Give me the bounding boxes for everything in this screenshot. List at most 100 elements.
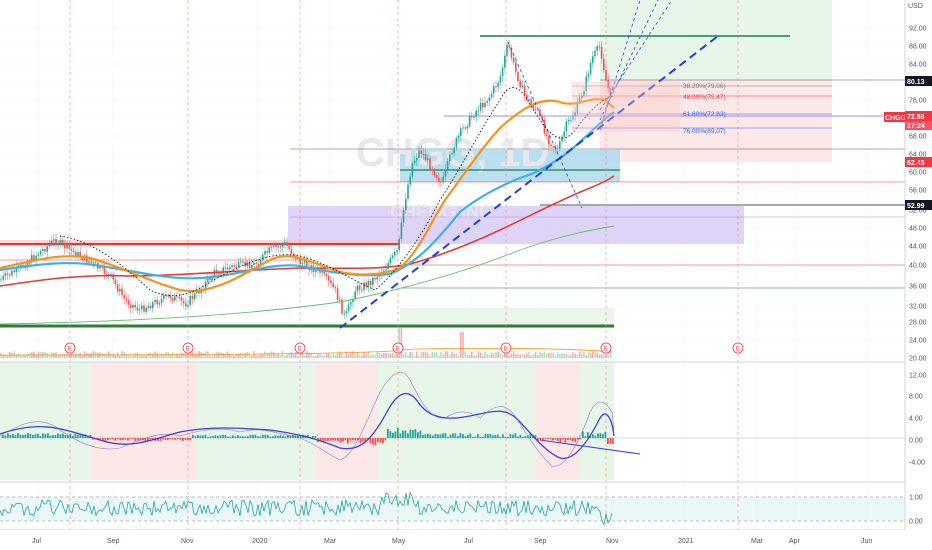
macd-histogram-bar	[237, 435, 239, 438]
volume-bar	[499, 353, 502, 358]
volume-bar	[477, 351, 480, 358]
macd-histogram-bar	[397, 428, 399, 438]
macd-histogram-bar	[554, 438, 557, 440]
candle-body	[523, 85, 526, 95]
macd-histogram-bar	[499, 436, 502, 438]
volume-bar	[257, 355, 260, 358]
volume-bar	[460, 332, 462, 358]
macd-red-bg-1	[92, 362, 196, 480]
volume-bar	[383, 352, 385, 358]
macd-histogram-bar	[294, 435, 297, 438]
pitch-line-1	[507, 41, 583, 209]
earnings-marker-icon[interactable]	[182, 342, 194, 354]
macd-histogram-bar	[74, 433, 77, 438]
macd-histogram-bar	[194, 436, 197, 438]
macd-histogram-bar	[519, 434, 522, 438]
candle-body	[446, 160, 449, 170]
volume-bar	[561, 353, 563, 358]
volume-bar	[255, 355, 257, 358]
macd-histogram-bar	[492, 435, 494, 438]
volume-bar	[262, 354, 264, 358]
macd-green-bg-1	[0, 362, 92, 480]
earnings-marker-icon[interactable]	[600, 342, 612, 354]
fib-labels: 38.20%(79.06) 48.00%(75.47) 61.80%(72.83…	[683, 83, 726, 135]
volume-bar	[222, 353, 224, 358]
volume-bar	[493, 353, 495, 358]
macd-histogram-bar	[514, 433, 517, 438]
candle-body	[244, 261, 246, 267]
candle-body	[75, 251, 77, 257]
macd-histogram-bar	[312, 435, 314, 438]
price-tick: 36.00	[909, 284, 927, 291]
macd-tick: -4.00	[909, 460, 925, 467]
volume-bar	[548, 353, 550, 358]
volume-bar	[378, 352, 381, 358]
candle-body	[108, 274, 110, 276]
time-tick: Jul	[464, 538, 473, 545]
candle-body	[387, 263, 389, 269]
earnings-marker-icon[interactable]	[500, 342, 512, 354]
volume-bar	[176, 353, 178, 358]
candle-body	[233, 265, 235, 267]
earnings-marker-icon[interactable]	[294, 342, 306, 354]
macd-histogram-bar	[227, 436, 229, 438]
price-axis[interactable]: 92.0088.0084.0080.0076.0072.0068.0064.00…	[904, 0, 932, 530]
volume-bar	[409, 351, 411, 358]
earnings-marker-icon[interactable]	[64, 342, 76, 354]
candle-body	[103, 266, 106, 274]
volume-bar	[339, 351, 341, 358]
macd-histogram-bar	[394, 431, 397, 438]
macd-histogram-bar	[234, 436, 237, 438]
candle-body	[365, 282, 367, 287]
macd-histogram-bar	[517, 436, 519, 438]
macd-histogram-bar	[202, 435, 204, 438]
candle-body	[477, 110, 480, 112]
candle-body	[275, 245, 277, 247]
candle-body	[490, 93, 493, 98]
indicator-line	[0, 491, 613, 526]
candle-body	[479, 102, 482, 111]
candle-body	[92, 262, 95, 264]
macd-histogram-bar	[347, 438, 349, 444]
candle-body	[11, 270, 13, 276]
earnings-marker-icon[interactable]	[732, 342, 744, 354]
macd-tick: 4.00	[909, 416, 923, 423]
candle-body	[163, 295, 165, 299]
candle-body	[332, 283, 334, 288]
volume-bar	[281, 351, 284, 358]
candle-body	[391, 255, 394, 258]
earnings-marker-icon[interactable]	[392, 342, 404, 354]
macd-histogram-bar	[57, 433, 59, 438]
candle-body	[455, 138, 458, 148]
candle-body	[145, 308, 147, 312]
candle-body	[9, 274, 11, 276]
macd-histogram-bar	[467, 434, 469, 438]
volume-bar	[59, 354, 62, 358]
candle-body	[464, 127, 466, 129]
macd-histogram-bar	[412, 430, 414, 438]
time-axis[interactable]: Jul Sep Nov 2020 Mar May Jul Sep Nov 2021 Mar Apr Ju…	[0, 530, 932, 550]
volume-bar	[479, 352, 482, 358]
volume-bar	[336, 352, 339, 358]
volume-bar	[251, 355, 253, 358]
volume-bar	[369, 355, 372, 358]
macd-histogram-bar	[362, 438, 364, 442]
volume-bar	[224, 354, 227, 358]
macd-histogram-bar	[449, 434, 452, 438]
pitch-line-3	[599, 0, 659, 121]
volume-bar	[147, 353, 150, 358]
volume-bar	[64, 353, 66, 358]
candle-body	[136, 307, 139, 311]
volume-bar	[242, 353, 244, 358]
macd-histogram-bar	[324, 438, 327, 442]
candle-body	[193, 293, 196, 299]
volume-bar	[466, 354, 469, 358]
macd-histogram-bar	[12, 434, 14, 438]
volume-bar	[576, 354, 579, 358]
macd-histogram-bar	[349, 438, 352, 441]
tag-80-text: 80.13	[907, 79, 925, 86]
volume-bar	[132, 355, 134, 358]
volume-bar	[363, 351, 365, 358]
macd-histogram-bar	[504, 436, 507, 438]
